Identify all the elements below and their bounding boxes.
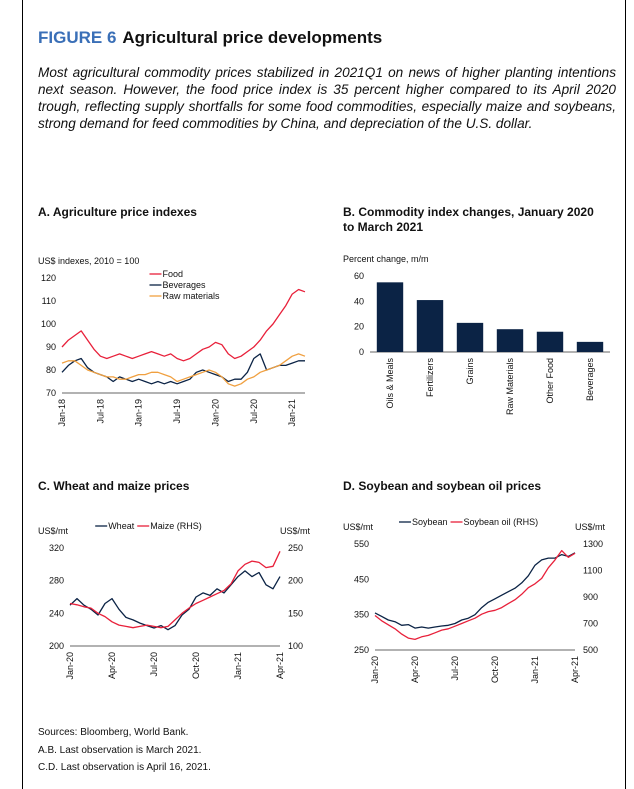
y-tick-label: 120 bbox=[41, 273, 56, 283]
chart: D. Soybean and soybean oil prices US$/mt U… bbox=[335, 479, 620, 709]
figure-label: FIGURE 6 bbox=[38, 28, 117, 47]
x-tick-label: Jan-21 bbox=[530, 656, 540, 684]
line bbox=[69, 570, 281, 631]
x-tick-label: Jul-19 bbox=[172, 399, 182, 424]
x-tick-label: Jul-20 bbox=[450, 656, 460, 681]
y-tick-label: 450 bbox=[354, 574, 369, 584]
figure-title: Agricultural price developments bbox=[122, 28, 383, 47]
line bbox=[61, 288, 306, 362]
x-tick-label: Oct-20 bbox=[191, 652, 201, 679]
x-tick-label: Jul-20 bbox=[249, 399, 259, 424]
bar bbox=[496, 329, 524, 352]
x-tick-label: Jan-20 bbox=[210, 399, 220, 427]
y2-tick-label: 900 bbox=[583, 592, 598, 602]
chart-title: A. Agriculture price indexes bbox=[38, 205, 197, 219]
y-axis-label: US$ indexes, 2010 = 100 bbox=[38, 256, 139, 266]
legend-label: Soybean bbox=[412, 517, 448, 527]
legend-label: Wheat bbox=[108, 521, 135, 531]
line bbox=[374, 552, 576, 629]
line bbox=[374, 549, 576, 641]
note: C.D. Last observation is April 16, 2021. bbox=[38, 762, 211, 773]
legend-label: Food bbox=[162, 269, 183, 279]
y-tick-label: 110 bbox=[42, 296, 56, 306]
x-tick-label: Grains bbox=[465, 358, 475, 385]
x-tick-label: Jan-21 bbox=[233, 652, 243, 680]
plot: Percent change, m/m 0 20 40 60 Oils & Meals Fe… bbox=[343, 255, 610, 416]
y-axis-label: US$/mt bbox=[38, 526, 69, 536]
x-tick-label: Jul-20 bbox=[149, 652, 159, 677]
x-tick-label: Jan-20 bbox=[65, 652, 75, 680]
note: A.B. Last observation is March 2021. bbox=[38, 745, 202, 756]
x-tick-label: Jan-19 bbox=[134, 399, 144, 427]
plot: US$/mt US$/mt 200 240 280 320 100 150 200 250 Jan-… bbox=[38, 521, 311, 680]
x-tick-label: Oils & Meals bbox=[385, 358, 395, 409]
x-tick-label: Oct-20 bbox=[490, 656, 500, 683]
line bbox=[69, 551, 281, 629]
y-axis-label: US$/mt bbox=[343, 522, 374, 532]
figure-heading: FIGURE 6 Agricultural price developments bbox=[38, 28, 382, 48]
bar bbox=[376, 282, 404, 352]
y-tick-label: 280 bbox=[49, 576, 64, 586]
y-tick-label: 0 bbox=[359, 347, 364, 357]
chart: A. Agriculture price indexes US$ indexes,… bbox=[30, 205, 320, 440]
x-tick-label: Fertilizers bbox=[425, 358, 435, 398]
x-tick-label: Jul-18 bbox=[95, 399, 105, 424]
chart: C. Wheat and maize prices US$/mt US$/mt 200… bbox=[30, 479, 320, 709]
y2-axis-label: US$/mt bbox=[575, 522, 606, 532]
bar bbox=[576, 341, 604, 352]
bar bbox=[536, 331, 564, 352]
y-tick-label: 250 bbox=[354, 645, 369, 655]
y-axis-label: Percent change, m/m bbox=[343, 255, 429, 264]
y-tick-label: 550 bbox=[354, 539, 369, 549]
chart-title: C. Wheat and maize prices bbox=[38, 479, 190, 493]
y-tick-label: 80 bbox=[46, 365, 56, 375]
y-tick-label: 40 bbox=[354, 296, 364, 306]
x-tick-label: Apr-21 bbox=[570, 656, 580, 683]
y-tick-label: 240 bbox=[49, 608, 64, 618]
legend-label: Soybean oil (RHS) bbox=[464, 517, 539, 527]
x-tick-label: Beverages bbox=[585, 358, 595, 402]
bar bbox=[416, 300, 444, 352]
y2-tick-label: 200 bbox=[288, 576, 303, 586]
x-tick-label: Jan-20 bbox=[370, 656, 380, 684]
bar bbox=[456, 322, 484, 352]
chart-title: B. Commodity index changes, January 2020… bbox=[343, 205, 594, 234]
y2-tick-label: 150 bbox=[288, 608, 303, 618]
y2-axis-label: US$/mt bbox=[280, 526, 311, 536]
x-tick-label: Jan-21 bbox=[287, 399, 297, 427]
y2-tick-label: 500 bbox=[583, 645, 598, 655]
y-tick-label: 90 bbox=[46, 342, 56, 352]
y-tick-label: 320 bbox=[49, 543, 64, 553]
y-tick-label: 100 bbox=[41, 319, 56, 329]
y2-tick-label: 1300 bbox=[583, 539, 603, 549]
description: Most agricultural commodity prices stabi… bbox=[38, 65, 616, 131]
plot: US$/mt US$/mt 250 350 450 550 500 700 900 1100 130… bbox=[343, 517, 606, 684]
legend-label: Maize (RHS) bbox=[150, 521, 202, 531]
y2-tick-label: 250 bbox=[288, 543, 303, 553]
x-tick-label: Other Food bbox=[545, 358, 555, 404]
note: Sources: Bloomberg, World Bank. bbox=[38, 727, 189, 738]
y-tick-label: 20 bbox=[354, 322, 364, 332]
x-tick-label: Apr-20 bbox=[410, 656, 420, 683]
frame bbox=[22, 0, 626, 789]
legend-label: Beverages bbox=[162, 280, 206, 290]
plot: US$ indexes, 2010 = 100 70 80 90 100 110 120 Ja… bbox=[38, 256, 306, 427]
x-tick-label: Raw Materials bbox=[505, 358, 515, 416]
legend-label: Raw materials bbox=[162, 291, 220, 301]
chart-title: D. Soybean and soybean oil prices bbox=[343, 479, 542, 493]
line bbox=[61, 353, 306, 387]
y2-tick-label: 1100 bbox=[583, 566, 602, 576]
y2-tick-label: 700 bbox=[583, 619, 598, 629]
chart: B. Commodity index changes, January 2020… bbox=[335, 205, 620, 430]
x-tick-label: Apr-20 bbox=[107, 652, 117, 679]
x-tick-label: Jan-18 bbox=[57, 399, 67, 427]
y-tick-label: 70 bbox=[46, 388, 56, 398]
x-tick-label: Apr-21 bbox=[275, 652, 285, 679]
y-tick-label: 350 bbox=[354, 610, 369, 620]
y2-tick-label: 100 bbox=[288, 641, 303, 651]
y-tick-label: 200 bbox=[49, 641, 64, 651]
y-tick-label: 60 bbox=[354, 271, 364, 281]
